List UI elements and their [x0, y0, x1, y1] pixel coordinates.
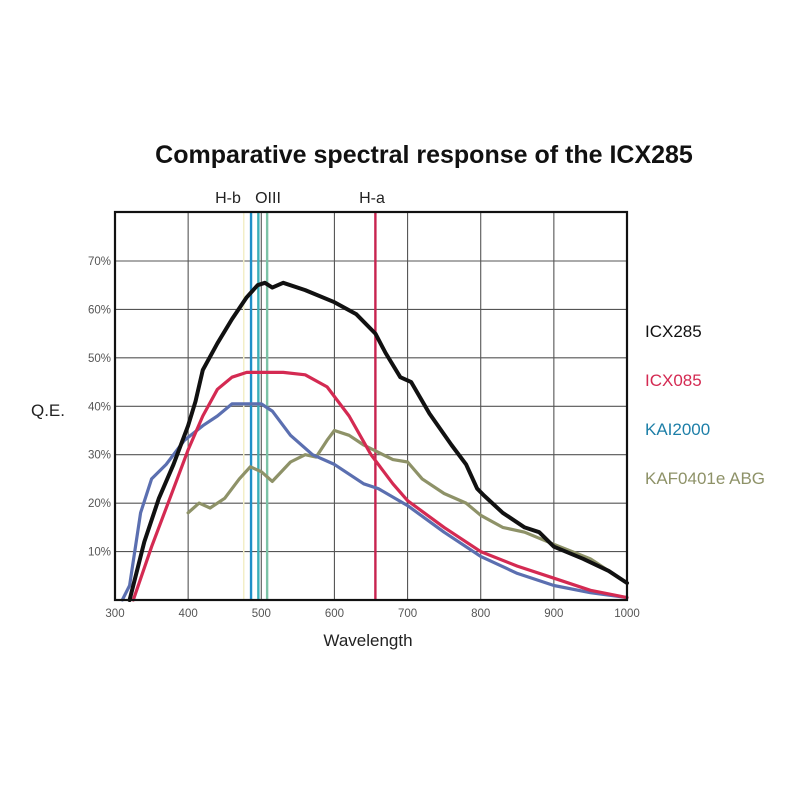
reference-line-labels: H-b OIII H-a	[215, 190, 385, 207]
legend: ICX285 ICX085 KAI2000 KAF0401e ABG	[645, 322, 765, 488]
y-tick-label: 70%	[88, 256, 111, 268]
legend-item-kai2000: KAI2000	[645, 420, 710, 439]
series-line-icx285	[127, 280, 629, 602]
y-tick-label: 20%	[88, 498, 111, 510]
y-tick-label: 60%	[88, 304, 111, 316]
plot-frame	[113, 210, 629, 602]
y-axis-label: Q.E.	[31, 401, 65, 420]
x-tick-label: 500	[252, 608, 271, 620]
y-tick-label: 10%	[88, 547, 111, 559]
chart-title: Comparative spectral response of the ICX…	[155, 141, 693, 169]
x-tick-labels: 300 400 500 600 700 800 900 1000	[105, 608, 639, 620]
legend-item-icx285: ICX285	[645, 322, 702, 341]
reference-label-h-b: H-b	[215, 190, 241, 207]
series-lines	[120, 280, 629, 602]
legend-item-kaf0401e-abg: KAF0401e ABG	[645, 469, 765, 488]
legend-item-icx085: ICX085	[645, 371, 702, 390]
x-tick-label: 800	[471, 608, 490, 620]
x-axis-label: Wavelength	[323, 631, 412, 650]
x-tick-label: 600	[325, 608, 344, 620]
x-tick-label: 400	[179, 608, 198, 620]
x-tick-label: 1000	[614, 608, 640, 620]
x-tick-label: 900	[544, 608, 563, 620]
series-line-icx085	[131, 370, 629, 602]
x-tick-label: 300	[105, 608, 124, 620]
y-tick-label: 30%	[88, 450, 111, 462]
series-line-kaf0401e-abg	[186, 428, 629, 585]
series-line-kai2000	[120, 402, 629, 602]
grid	[115, 212, 627, 600]
reference-label-h-a: H-a	[359, 190, 385, 207]
y-tick-label: 40%	[88, 401, 111, 413]
x-tick-label: 700	[398, 608, 417, 620]
y-tick-labels: 10% 20% 30% 40% 50% 60% 70%	[88, 256, 111, 559]
reference-label-oiii-a: OIII	[255, 190, 281, 207]
y-tick-label: 50%	[88, 353, 111, 365]
